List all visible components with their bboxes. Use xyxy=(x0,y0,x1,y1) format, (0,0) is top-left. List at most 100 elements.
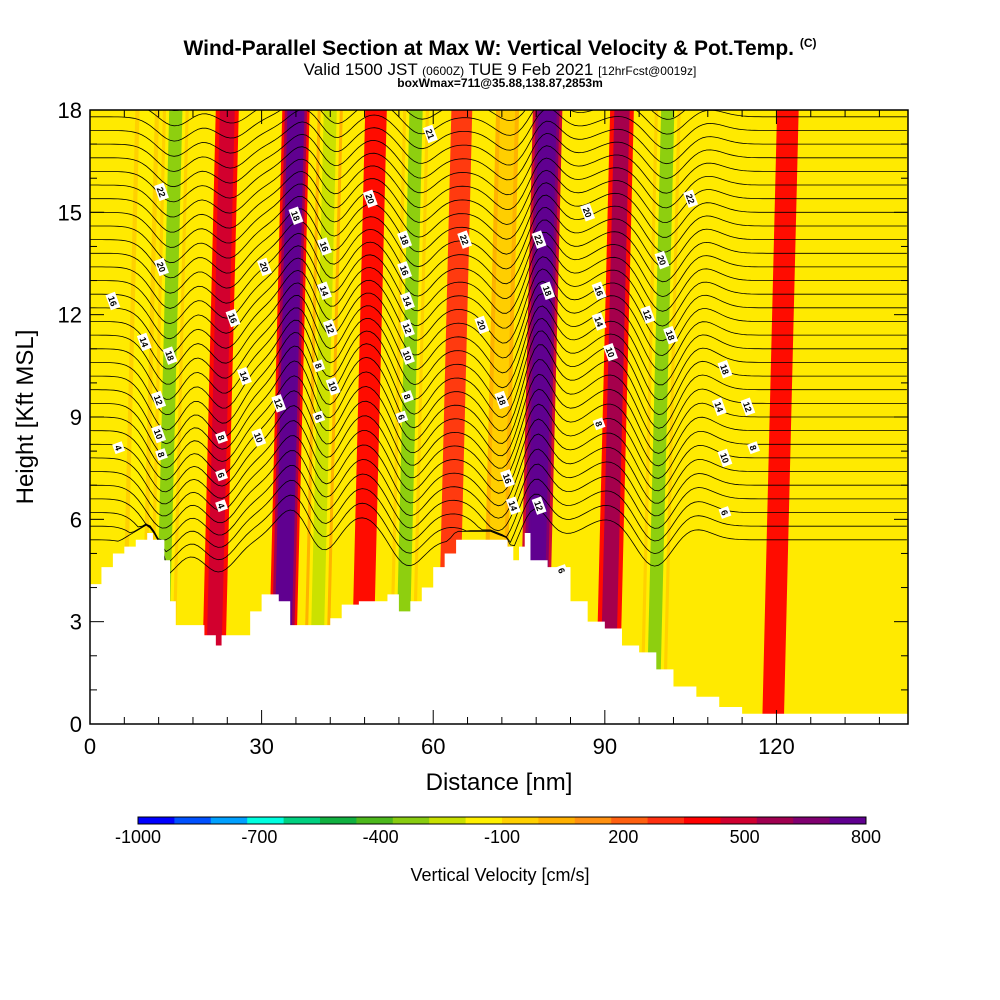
contour-label: 14 xyxy=(401,295,414,308)
contour-label: 10 xyxy=(401,349,414,362)
contour-label: 20 xyxy=(258,261,271,274)
contour-label: 6 xyxy=(216,471,227,479)
contour-label-group: 22 xyxy=(154,182,169,202)
contour-label-group: 22 xyxy=(457,230,473,249)
contour-label-bg xyxy=(591,312,607,331)
contour-label: 18 xyxy=(398,233,411,246)
isentrope-line xyxy=(90,157,907,218)
contour-label: 20 xyxy=(155,261,168,274)
contour-label-bg xyxy=(362,189,378,208)
contour-label-bg xyxy=(325,377,341,396)
contour-label-group: 12 xyxy=(151,390,167,410)
contour-label-group: 12 xyxy=(531,496,547,515)
contour-label-group: 22 xyxy=(531,230,547,249)
y-tick-label: 3 xyxy=(70,610,82,635)
contour-label-bg xyxy=(317,281,332,301)
contour-label-group: 6 xyxy=(718,506,732,519)
contour-label: 16 xyxy=(318,240,331,253)
isentrope-line xyxy=(90,110,907,157)
contour-label-group: 21 xyxy=(422,124,438,144)
isentrope-line xyxy=(90,110,907,142)
isentrope-line xyxy=(90,330,907,431)
colorbar-segment xyxy=(793,817,831,824)
contour-label-bg xyxy=(717,360,733,379)
isentrope-line xyxy=(90,373,907,469)
terrain-mask xyxy=(90,532,908,724)
contour-label-group: 16 xyxy=(317,237,332,256)
contour-label-group: 20 xyxy=(154,257,169,277)
contour-label-bg xyxy=(740,397,756,416)
contour-label-bg xyxy=(151,390,167,410)
colorbar-tick-label: -1000 xyxy=(115,827,161,847)
colorbar-segment xyxy=(829,817,867,824)
contour-label-bg xyxy=(640,305,656,324)
contour-label: 20 xyxy=(363,192,376,205)
x-tick-label: 30 xyxy=(249,734,273,759)
contour-label-bg xyxy=(717,448,733,468)
contour-label-group: 14 xyxy=(317,281,332,301)
contour-label: 12 xyxy=(532,499,545,512)
isentrope-line xyxy=(90,256,907,340)
x-tick-label: 0 xyxy=(84,734,96,759)
x-axis-title: Distance [nm] xyxy=(426,769,573,796)
contour-label: 18 xyxy=(664,329,677,342)
isentrope-line xyxy=(90,132,907,188)
contour-label: 10 xyxy=(252,431,265,444)
contour-label-group: 16 xyxy=(105,291,121,311)
contour-label-group: 14 xyxy=(505,496,521,515)
contour-label-group: 12 xyxy=(322,319,338,338)
isentrope-line xyxy=(90,207,907,279)
contour-label-group: 16 xyxy=(500,469,516,488)
contour-label: 20 xyxy=(475,319,488,332)
colorbar-segment xyxy=(756,817,794,824)
contour-label: 8 xyxy=(216,434,227,442)
contour-label: 18 xyxy=(163,349,176,362)
contour-label-group: 8 xyxy=(215,431,228,444)
contour-label: 10 xyxy=(326,380,339,393)
colorbar-segment xyxy=(684,817,721,824)
contour-label-bg xyxy=(505,496,521,515)
contour-label-bg xyxy=(322,319,338,338)
contour-label-bg xyxy=(531,496,547,515)
contour-label: 14 xyxy=(238,370,251,383)
y-tick-label: 18 xyxy=(58,98,82,123)
contour-label-group: 18 xyxy=(397,230,413,249)
contour-label: 22 xyxy=(155,186,168,199)
contour-label-group: 18 xyxy=(494,390,510,410)
contour-label: 14 xyxy=(592,315,605,328)
contour-label-bg xyxy=(457,230,473,249)
contour-label: 16 xyxy=(398,264,411,277)
contour-label-group: 10 xyxy=(717,448,733,468)
isentrope-line xyxy=(169,110,181,112)
contour-label-group: 12 xyxy=(640,305,656,324)
contour-label-bg xyxy=(555,564,569,577)
contour-label-group: 4 xyxy=(215,499,228,513)
contour-label-group: 16 xyxy=(591,281,607,301)
colorbar: -1000 -700 -400 -100 200 500 800 xyxy=(115,816,881,847)
contour-label-bg xyxy=(215,468,228,482)
contour-label-bg xyxy=(591,281,607,301)
contour-label-bg xyxy=(500,469,516,488)
isentrope-line xyxy=(90,418,907,505)
contour-label-group: 10 xyxy=(151,424,167,444)
y-axis-title: Height [Kft MSL] xyxy=(12,330,39,505)
colorbar-segment xyxy=(465,817,503,824)
colorbar-segment xyxy=(247,817,285,824)
contour-label-group: 14 xyxy=(136,332,152,352)
contour-label-bg xyxy=(663,325,679,345)
contour-label-bg xyxy=(400,291,415,311)
contour-label: 12 xyxy=(323,322,336,335)
contour-label-bg xyxy=(400,346,415,365)
isentrope-line xyxy=(90,305,907,400)
contour-label: 12 xyxy=(641,308,654,321)
colorbar-segment xyxy=(574,817,612,824)
contour-label-bg xyxy=(162,346,178,365)
chart-box-info: boxWmax=711@35.88,138.87,2853m xyxy=(397,76,603,90)
colorbar-segment xyxy=(174,817,212,824)
contour-label-bg xyxy=(312,410,326,424)
isentrope-line xyxy=(90,448,907,529)
isentrope-line xyxy=(90,194,907,264)
contour-label-group: 20 xyxy=(362,189,378,208)
contour-label-group: 6 xyxy=(215,468,228,482)
